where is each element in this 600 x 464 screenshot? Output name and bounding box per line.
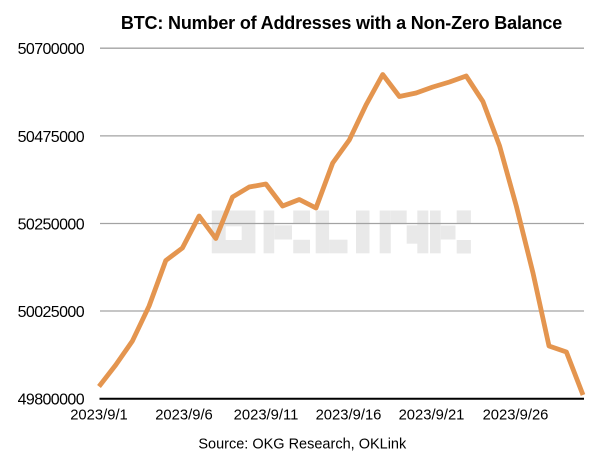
svg-text:50025000: 50025000 xyxy=(18,304,85,321)
svg-text:50700000: 50700000 xyxy=(18,41,85,58)
svg-text:50250000: 50250000 xyxy=(18,216,85,233)
svg-text:2023/9/6: 2023/9/6 xyxy=(155,408,213,424)
svg-text:50475000: 50475000 xyxy=(18,129,85,146)
svg-text:2023/9/21: 2023/9/21 xyxy=(399,408,465,424)
svg-text:Source: OKG Research, OKLink: Source: OKG Research, OKLink xyxy=(198,437,407,453)
svg-text:2023/9/1: 2023/9/1 xyxy=(70,408,128,424)
svg-text:2023/9/16: 2023/9/16 xyxy=(316,408,382,424)
svg-text:49800000: 49800000 xyxy=(18,391,85,408)
svg-text:BTC: Number of Addresses with: BTC: Number of Addresses with a Non-Zero… xyxy=(121,13,562,33)
svg-text:2023/9/11: 2023/9/11 xyxy=(234,408,299,424)
svg-text:2023/9/26: 2023/9/26 xyxy=(483,408,549,424)
